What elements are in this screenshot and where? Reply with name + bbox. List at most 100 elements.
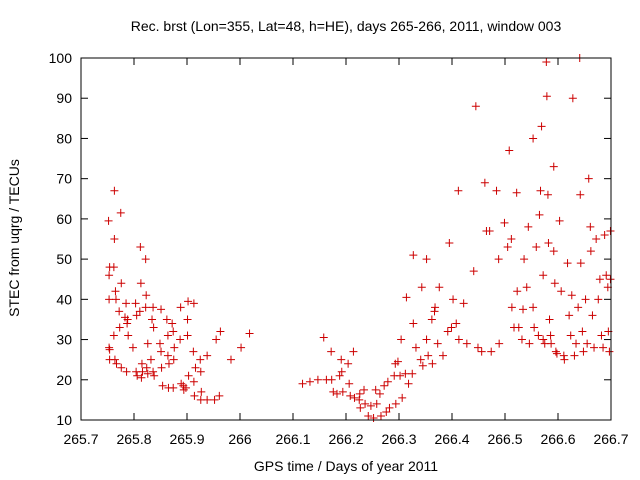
data-point xyxy=(485,226,494,235)
data-point xyxy=(438,351,447,360)
data-point xyxy=(164,359,173,368)
data-point xyxy=(163,351,172,360)
data-point xyxy=(157,363,166,372)
data-point xyxy=(203,395,212,404)
data-point xyxy=(170,343,179,352)
data-point xyxy=(431,303,440,312)
data-point xyxy=(105,345,114,354)
y-tick-label: 10 xyxy=(56,412,72,428)
data-point xyxy=(112,359,121,368)
data-point xyxy=(443,327,452,336)
data-point xyxy=(447,323,456,332)
data-point xyxy=(584,174,593,183)
data-point xyxy=(298,379,307,388)
data-point xyxy=(449,295,458,304)
data-points xyxy=(104,54,615,422)
data-point xyxy=(422,335,431,344)
data-point xyxy=(452,319,461,328)
data-point xyxy=(155,339,164,348)
data-point xyxy=(349,347,358,356)
data-point xyxy=(212,335,221,344)
data-point xyxy=(366,401,375,410)
data-point xyxy=(592,235,601,243)
data-point xyxy=(546,331,555,340)
data-point xyxy=(492,186,501,195)
data-point xyxy=(536,186,545,195)
data-point xyxy=(396,371,405,380)
data-point xyxy=(382,407,391,416)
data-point xyxy=(132,311,141,320)
data-point xyxy=(176,303,185,312)
data-point xyxy=(177,379,186,388)
data-point xyxy=(563,259,572,268)
data-point xyxy=(393,357,402,366)
data-point xyxy=(606,226,615,235)
data-point xyxy=(380,381,389,390)
data-point xyxy=(605,347,614,356)
data-point xyxy=(517,335,526,344)
data-point xyxy=(545,315,554,324)
data-point xyxy=(422,255,431,264)
data-point xyxy=(146,355,155,364)
data-point xyxy=(169,355,178,364)
x-tick-label: 266 xyxy=(228,431,252,447)
y-tick-label: 30 xyxy=(56,332,72,348)
data-point xyxy=(110,186,119,195)
data-point xyxy=(427,315,436,324)
data-point xyxy=(117,363,126,372)
data-point xyxy=(189,347,198,356)
data-point xyxy=(409,251,418,260)
data-point xyxy=(169,383,178,392)
data-point xyxy=(335,371,344,380)
data-point xyxy=(525,339,534,348)
data-point xyxy=(138,367,147,376)
x-ticks: 265.7 265.8 265.9 266 266.1 266.2 266.3 266.4 26… xyxy=(63,58,629,447)
data-point xyxy=(355,389,364,398)
data-point xyxy=(327,375,336,384)
data-point xyxy=(402,293,411,302)
data-point xyxy=(131,299,140,308)
data-point xyxy=(137,359,146,368)
data-point xyxy=(418,361,427,370)
data-point xyxy=(409,319,418,328)
data-point xyxy=(122,299,131,308)
data-point xyxy=(454,186,463,195)
x-tick-label: 266.2 xyxy=(328,431,363,447)
data-point xyxy=(454,335,463,344)
data-point xyxy=(433,339,442,348)
data-point xyxy=(520,255,529,264)
data-point xyxy=(150,371,159,380)
data-point xyxy=(332,389,341,398)
data-point xyxy=(372,399,381,408)
data-point xyxy=(507,303,516,312)
data-point xyxy=(123,315,132,324)
data-point xyxy=(356,403,365,412)
data-point xyxy=(600,230,609,239)
data-point xyxy=(122,367,131,376)
data-point xyxy=(574,303,583,312)
data-point xyxy=(524,222,533,231)
data-point xyxy=(115,323,124,332)
data-point xyxy=(142,363,151,372)
data-point xyxy=(162,315,171,324)
data-point xyxy=(391,399,400,408)
y-tick-label: 40 xyxy=(56,291,72,307)
data-point xyxy=(588,311,597,320)
data-point xyxy=(109,331,118,340)
data-point xyxy=(535,210,544,219)
data-point xyxy=(313,375,322,384)
x-tick-label: 266.6 xyxy=(540,431,575,447)
data-point xyxy=(519,305,528,314)
data-point xyxy=(135,307,144,316)
data-point xyxy=(542,58,551,67)
data-point xyxy=(572,339,581,348)
data-point xyxy=(503,243,512,252)
data-point xyxy=(157,347,166,356)
data-point xyxy=(111,295,120,304)
data-point xyxy=(532,243,541,252)
data-point xyxy=(534,331,543,340)
data-point xyxy=(505,146,514,155)
data-point xyxy=(557,287,566,296)
data-point xyxy=(586,247,595,256)
